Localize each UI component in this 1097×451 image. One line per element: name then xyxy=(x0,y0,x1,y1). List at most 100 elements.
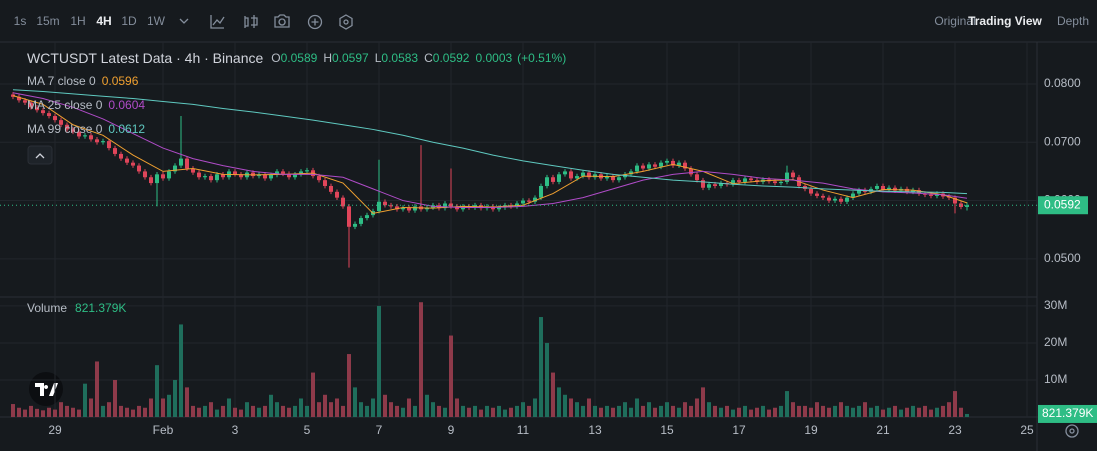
candle-body xyxy=(533,197,537,202)
volume-bar xyxy=(107,402,111,417)
chart-settings-icon[interactable] xyxy=(1065,424,1079,438)
candle-body xyxy=(107,141,111,149)
add-icon[interactable] xyxy=(307,14,323,30)
volume-bar xyxy=(221,405,225,417)
x-tick-label: 3 xyxy=(232,423,239,437)
candle-body xyxy=(215,174,219,181)
candle-body xyxy=(125,158,129,163)
candle-body xyxy=(341,197,345,207)
symbol-title: WCTUSDT Latest Data · 4h · Binance xyxy=(27,50,263,66)
volume-tag xyxy=(1038,404,1097,423)
volume-bar xyxy=(947,402,951,417)
volume-legend: Volume 821.379K xyxy=(27,301,126,315)
toolbar-icons xyxy=(179,14,353,30)
ohlc-value: 0.0597 xyxy=(332,51,369,65)
volume-bar xyxy=(29,405,33,417)
interval-button[interactable]: 1D xyxy=(121,14,137,28)
view-button[interactable]: Depth xyxy=(1057,14,1089,28)
volume-bar xyxy=(839,402,843,417)
view-button[interactable]: Original xyxy=(934,14,975,28)
screenshot-icon[interactable] xyxy=(274,14,290,28)
x-tick-label: 23 xyxy=(948,423,962,437)
volume-bar xyxy=(59,402,63,417)
volume-bar xyxy=(455,398,459,417)
volume-bar xyxy=(287,407,291,417)
candle-body xyxy=(239,174,243,178)
interval-button[interactable]: 1W xyxy=(147,14,166,28)
candle-body xyxy=(449,203,453,207)
ma-value: 0.0604 xyxy=(108,98,145,112)
volume-tick-label: 30M xyxy=(1044,298,1067,312)
volume-bar xyxy=(665,402,669,417)
volume-bar xyxy=(137,405,141,417)
volume-bar xyxy=(515,405,519,417)
volume-bar xyxy=(101,405,105,417)
candle-body xyxy=(59,120,63,125)
candle-body xyxy=(455,206,459,210)
candle-body xyxy=(287,173,291,178)
volume-bar xyxy=(293,405,297,417)
dropdown-icon[interactable] xyxy=(179,18,189,24)
ma-line xyxy=(12,89,968,195)
ma-value: 0.0596 xyxy=(102,74,139,88)
candle-body xyxy=(17,96,21,101)
volume-bar xyxy=(683,402,687,417)
candle-body xyxy=(161,174,165,179)
volume-tick-label: 10M xyxy=(1044,372,1067,386)
volume-bar xyxy=(329,402,333,417)
candle-body xyxy=(143,171,147,178)
interval-button[interactable]: 4H xyxy=(96,14,111,28)
candle-body xyxy=(521,200,525,204)
volume-bar xyxy=(695,398,699,417)
candle-body xyxy=(407,207,411,211)
volume-bar xyxy=(53,409,57,417)
volume-bar xyxy=(671,405,675,417)
candle-body xyxy=(317,176,321,181)
volume-bar xyxy=(899,409,903,417)
volume-bar xyxy=(263,405,267,417)
volume-bar xyxy=(773,407,777,417)
candle-body xyxy=(563,171,567,175)
volume-bar xyxy=(41,410,45,417)
candle-body xyxy=(851,193,855,198)
candle-body xyxy=(347,206,351,227)
interval-button[interactable]: 15m xyxy=(36,14,59,28)
indicator-icon[interactable] xyxy=(210,15,225,29)
volume-bar xyxy=(731,409,735,417)
candle-body xyxy=(185,158,189,169)
volume-bar xyxy=(509,407,513,417)
candle-body xyxy=(11,94,15,97)
volume-bar xyxy=(47,407,51,417)
volume-bar xyxy=(845,405,849,417)
volume-bar xyxy=(281,405,285,417)
candle-body xyxy=(389,205,393,207)
x-tick-label: 9 xyxy=(448,423,455,437)
candle-body xyxy=(203,176,207,178)
candle-body xyxy=(191,168,195,173)
volume-bar xyxy=(797,405,801,417)
volume-bar xyxy=(461,405,465,417)
candle-body xyxy=(173,165,177,172)
settings-icon[interactable] xyxy=(339,14,353,30)
volume-bar xyxy=(347,354,351,417)
interval-button[interactable]: 1H xyxy=(70,14,85,28)
view-button[interactable]: Trading View xyxy=(968,14,1042,28)
volume-bar xyxy=(491,407,495,417)
interval-button[interactable]: 1s xyxy=(14,14,27,28)
candle-body xyxy=(653,164,657,167)
volume-bar xyxy=(713,405,717,417)
volume-bar xyxy=(323,394,327,417)
volume-bar xyxy=(593,405,597,417)
volume-bar xyxy=(677,407,681,417)
tv-logo xyxy=(29,372,63,406)
candle-icon[interactable] xyxy=(244,15,258,28)
volume-bar xyxy=(623,402,627,417)
x-tick-label: 11 xyxy=(517,423,530,437)
volume-bar xyxy=(929,409,933,417)
volume-bar xyxy=(725,405,729,417)
volume-bar xyxy=(407,398,411,417)
volume-bar xyxy=(599,407,603,417)
volume-bar xyxy=(239,409,243,417)
collapse-button[interactable] xyxy=(27,145,53,165)
candle-body xyxy=(911,190,915,192)
